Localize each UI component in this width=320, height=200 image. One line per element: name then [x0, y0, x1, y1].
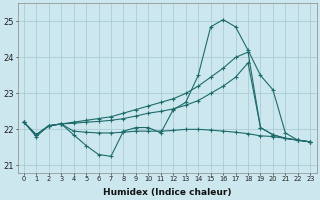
X-axis label: Humidex (Indice chaleur): Humidex (Indice chaleur)	[103, 188, 231, 197]
